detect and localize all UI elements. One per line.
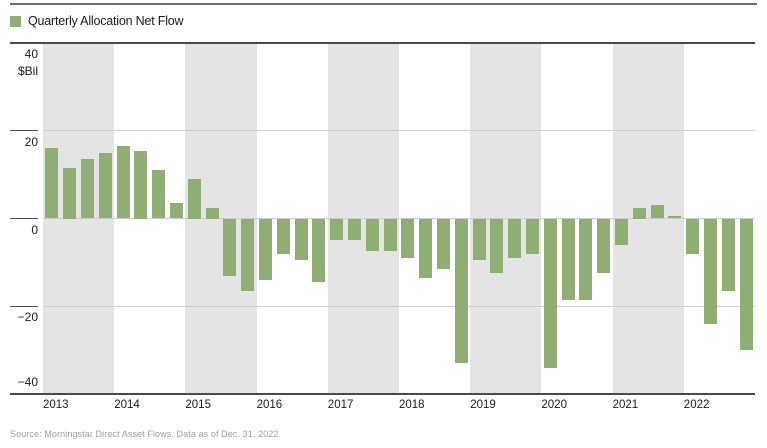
- x-axis-label-2016: 2016: [256, 399, 283, 411]
- bar-2022-q2: [704, 218, 717, 324]
- bar-2020-q2: [561, 218, 575, 300]
- bar-2017-q3: [365, 218, 379, 252]
- bar-2019-q4: [526, 218, 539, 254]
- x-axis-label-2014: 2014: [114, 399, 140, 411]
- bar-2017-q4: [383, 218, 397, 252]
- bar-2014-q1: [116, 146, 130, 219]
- bar-2016-q3: [294, 218, 308, 261]
- bar-2014-q2: [134, 150, 148, 219]
- bar-2019-q2: [490, 218, 504, 274]
- bar-2020-q1: [543, 218, 557, 368]
- bar-2015-q4: [241, 218, 255, 291]
- bar-2017-q2: [348, 218, 361, 241]
- bar-2018-q3: [437, 218, 450, 269]
- bar-2019-q3: [508, 218, 522, 258]
- x-axis-label-2022: 2022: [683, 399, 710, 411]
- y-axis-unit-label: $Bil: [17, 64, 38, 78]
- bar-2020-q3: [579, 218, 593, 300]
- y-tick--20: [10, 305, 38, 307]
- legend: Quarterly Allocation Net Flow: [10, 14, 184, 28]
- gridline-20: [43, 130, 755, 132]
- y-tick-label--20: −20: [17, 310, 38, 325]
- bar-2018-q4: [454, 218, 468, 364]
- x-axis-label-2013: 2013: [43, 399, 69, 411]
- x-axis-label-2020: 2020: [541, 399, 567, 411]
- bar-2019-q1: [472, 218, 486, 261]
- y-tick-0: [10, 218, 38, 219]
- bar-2018-q2: [419, 218, 433, 278]
- x-axis-label-2019: 2019: [470, 399, 496, 411]
- gridline-0: [43, 218, 755, 219]
- bar-2013-q4: [98, 152, 112, 219]
- bar-2014-q4: [170, 203, 183, 219]
- y-tick-label-20: 20: [24, 134, 38, 149]
- bar-2016-q1: [259, 218, 272, 280]
- top-rule: [10, 3, 757, 5]
- bar-2015-q2: [205, 207, 219, 219]
- x-axis-label-2015: 2015: [185, 399, 211, 411]
- bar-2021-q4: [668, 216, 682, 219]
- x-axis-label-2018: 2018: [399, 399, 425, 411]
- y-tick-20: [10, 130, 38, 132]
- bar-2017-q1: [330, 218, 344, 241]
- bar-2022-q1: [686, 218, 700, 254]
- bar-2013-q1: [45, 148, 59, 219]
- bar-2013-q3: [81, 159, 94, 219]
- y-tick-label-0: 0: [31, 222, 38, 237]
- gridline--20: [43, 305, 755, 307]
- bar-2022-q3: [721, 218, 735, 291]
- bar-2016-q4: [312, 218, 326, 283]
- y-tick-label--40: −40: [17, 375, 38, 389]
- x-axis-line: [10, 393, 755, 395]
- bar-2016-q2: [276, 218, 290, 254]
- x-axis-label-2021: 2021: [612, 399, 639, 411]
- bar-2020-q4: [597, 218, 611, 274]
- bar-2021-q1: [615, 218, 628, 245]
- legend-swatch-icon: [10, 15, 21, 27]
- bar-2018-q1: [401, 218, 415, 258]
- x-axis-label-2017: 2017: [327, 399, 354, 411]
- bar-2022-q4: [739, 218, 753, 351]
- plot-top-border: [10, 42, 755, 44]
- legend-label: Quarterly Allocation Net Flow: [28, 14, 184, 28]
- bar-2014-q3: [152, 170, 166, 219]
- bar-2015-q3: [223, 218, 237, 276]
- bar-2021-q2: [632, 207, 646, 219]
- bar-2013-q2: [63, 168, 77, 219]
- source-note: Source: Morningstar Direct Asset Flows. …: [10, 429, 279, 439]
- bar-2021-q3: [650, 205, 664, 219]
- y-tick-label-40: 40: [24, 47, 38, 61]
- bar-2015-q1: [187, 179, 201, 219]
